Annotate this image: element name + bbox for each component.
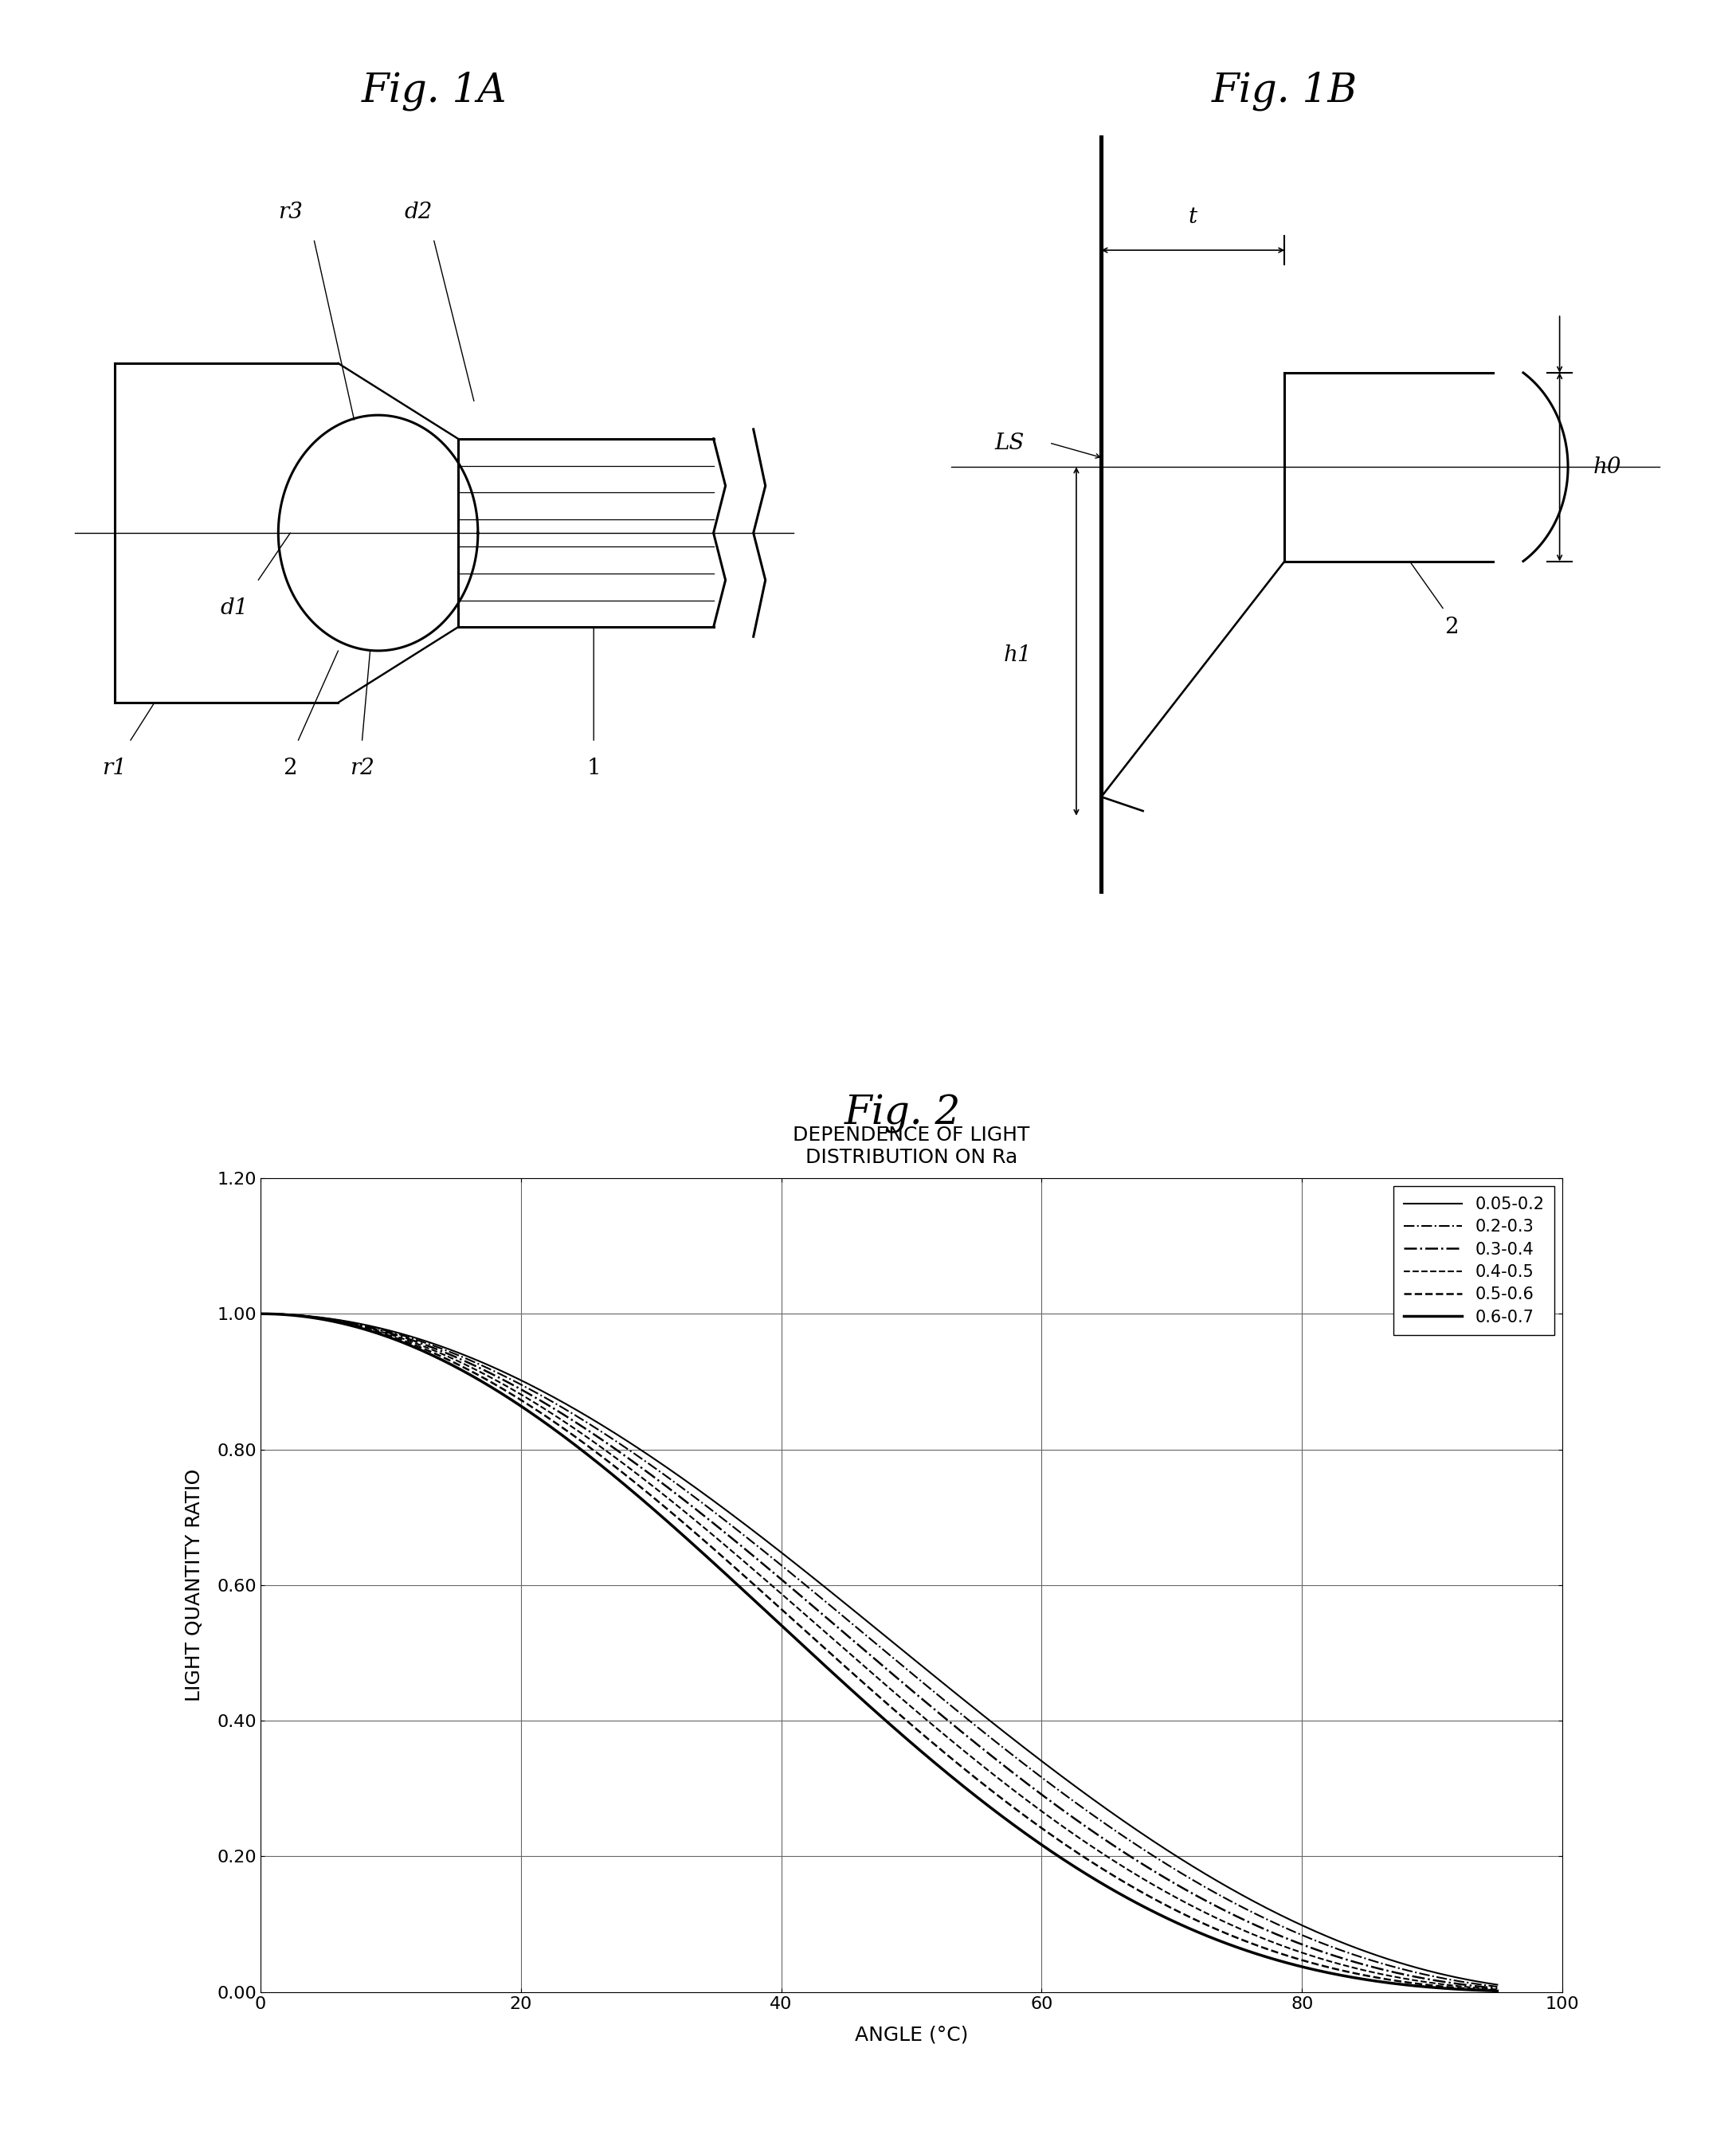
0.05-0.2 (250, 1300, 271, 1326)
0.6-0.7 (920, 1746, 941, 1771)
0.2-0.3 (986, 1729, 1007, 1754)
0.05-0.2 (1264, 1900, 1285, 1926)
Title: DEPENDENCE OF LIGHT
DISTRIBUTION ON Ra: DEPENDENCE OF LIGHT DISTRIBUTION ON Ra (793, 1125, 1029, 1167)
0.4-0.5 (920, 1709, 941, 1735)
Text: h1: h1 (1003, 645, 1033, 666)
0.5-0.6 (920, 1726, 941, 1752)
Text: r1: r1 (102, 758, 127, 780)
Text: d2: d2 (404, 201, 432, 223)
0.2-0.3 (1486, 1973, 1507, 1998)
0.3-0.4 (250, 1300, 271, 1326)
Text: 1: 1 (587, 758, 601, 780)
0.05-0.2 (986, 1714, 1007, 1739)
0.5-0.6 (1264, 1939, 1285, 1964)
Text: Fig. 2: Fig. 2 (844, 1095, 962, 1133)
0.5-0.6 (1486, 1977, 1507, 2003)
0.3-0.4 (1264, 1921, 1285, 1947)
0.4-0.5 (837, 1639, 858, 1664)
0.05-0.2 (1457, 1966, 1477, 1992)
0.5-0.6 (1457, 1975, 1477, 2001)
0.6-0.7 (845, 1681, 866, 1707)
0.4-0.5 (1264, 1930, 1285, 1956)
Text: 2: 2 (1444, 617, 1458, 638)
0.4-0.5 (986, 1765, 1007, 1791)
Text: Fig. 1B: Fig. 1B (1212, 71, 1358, 111)
0.6-0.7 (250, 1300, 271, 1326)
0.3-0.4 (920, 1692, 941, 1718)
0.05-0.2 (920, 1660, 941, 1686)
0.5-0.6 (986, 1782, 1007, 1808)
Line: 0.05-0.2: 0.05-0.2 (260, 1313, 1496, 1986)
Y-axis label: LIGHT QUANTITY RATIO: LIGHT QUANTITY RATIO (184, 1469, 203, 1701)
0.05-0.2 (837, 1594, 858, 1619)
0.4-0.5 (1486, 1977, 1507, 2003)
Text: h0: h0 (1594, 456, 1621, 478)
Text: d1: d1 (220, 598, 248, 619)
0.5-0.6 (845, 1662, 866, 1688)
0.2-0.3 (920, 1675, 941, 1701)
0.2-0.3 (845, 1613, 866, 1639)
0.2-0.3 (837, 1606, 858, 1632)
Text: Fig. 1A: Fig. 1A (361, 71, 507, 111)
0.4-0.5 (250, 1300, 271, 1326)
0.3-0.4 (837, 1624, 858, 1649)
0.4-0.5 (1457, 1975, 1477, 2001)
Text: 2: 2 (283, 758, 297, 780)
Text: t: t (1189, 206, 1198, 227)
0.3-0.4 (1457, 1973, 1477, 1998)
0.05-0.2 (845, 1598, 866, 1624)
0.3-0.4 (986, 1748, 1007, 1774)
0.5-0.6 (250, 1300, 271, 1326)
0.3-0.4 (845, 1630, 866, 1656)
0.6-0.7 (1457, 1977, 1477, 2003)
0.6-0.7 (1486, 1977, 1507, 2003)
0.2-0.3 (1264, 1911, 1285, 1936)
Line: 0.6-0.7: 0.6-0.7 (260, 1313, 1496, 1990)
0.2-0.3 (1457, 1971, 1477, 1996)
0.6-0.7 (837, 1673, 858, 1699)
0.2-0.3 (250, 1300, 271, 1326)
Text: LS: LS (995, 433, 1024, 454)
0.3-0.4 (1486, 1975, 1507, 2001)
Line: 0.4-0.5: 0.4-0.5 (260, 1313, 1496, 1990)
0.4-0.5 (845, 1645, 866, 1671)
0.6-0.7 (986, 1799, 1007, 1825)
Text: r2: r2 (351, 758, 375, 780)
Line: 0.3-0.4: 0.3-0.4 (260, 1313, 1496, 1988)
0.6-0.7 (1264, 1947, 1285, 1973)
Text: r3: r3 (278, 201, 302, 223)
0.5-0.6 (837, 1656, 858, 1681)
Legend: 0.05-0.2, 0.2-0.3, 0.3-0.4, 0.4-0.5, 0.5-0.6, 0.6-0.7: 0.05-0.2, 0.2-0.3, 0.3-0.4, 0.4-0.5, 0.5… (1394, 1187, 1554, 1334)
Line: 0.5-0.6: 0.5-0.6 (260, 1313, 1496, 1990)
Line: 0.2-0.3: 0.2-0.3 (260, 1313, 1496, 1986)
0.05-0.2 (1486, 1973, 1507, 1998)
X-axis label: ANGLE (°C): ANGLE (°C) (854, 2024, 969, 2043)
